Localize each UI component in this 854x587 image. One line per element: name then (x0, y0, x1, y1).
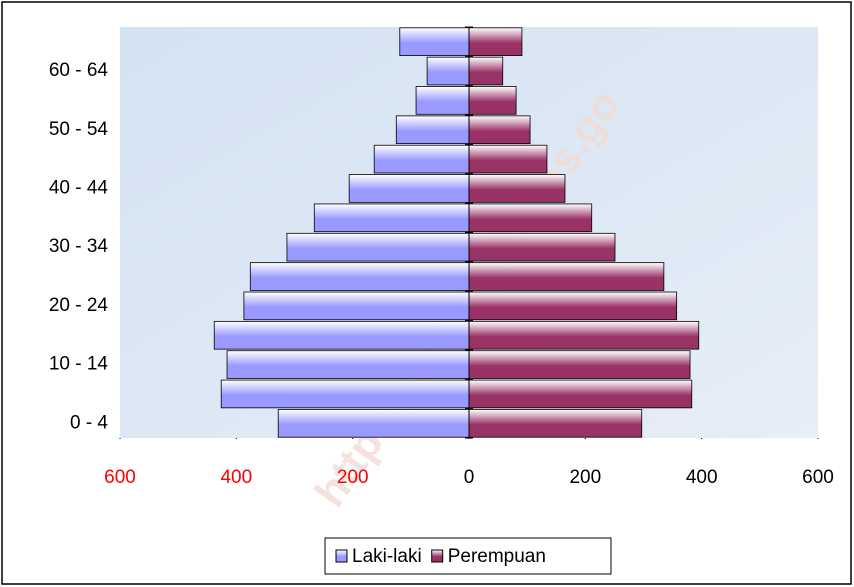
bar (348, 174, 470, 203)
bar (426, 56, 470, 86)
bar (468, 203, 593, 233)
legend-label: Laki-laki (352, 546, 422, 567)
y-tick-label: 0 - 4 (70, 412, 108, 433)
bar (468, 291, 678, 321)
y-tick-label: 10 - 14 (49, 354, 109, 375)
bar (399, 27, 470, 56)
legend-box (324, 537, 612, 575)
bar (468, 379, 693, 409)
bar (468, 350, 691, 379)
bar (468, 409, 643, 438)
bar (286, 232, 470, 262)
bar (373, 144, 470, 174)
y-tick-label: 20 - 24 (49, 295, 109, 316)
bar (277, 409, 470, 438)
bar (468, 144, 548, 174)
bar (313, 203, 470, 233)
legend-swatch (431, 549, 444, 563)
x-tick-label: 400 (686, 467, 718, 488)
bar (395, 115, 470, 145)
bar (468, 320, 700, 350)
y-tick-label: 50 - 54 (49, 119, 109, 140)
bar (213, 320, 470, 350)
y-tick-label: 40 - 44 (49, 177, 109, 198)
y-tick-label: 30 - 34 (49, 236, 109, 257)
legend-label: Perempuan (448, 546, 546, 567)
bar (468, 232, 616, 262)
x-tick-label: 0 (464, 467, 475, 488)
x-tick-label: 600 (104, 467, 136, 488)
legend-swatch (335, 549, 348, 563)
bar (468, 27, 523, 56)
bar (249, 262, 470, 291)
bar (468, 56, 504, 86)
bar (468, 174, 566, 203)
x-tick-label: 600 (802, 467, 834, 488)
bar (243, 291, 470, 321)
x-tick-label: 200 (337, 467, 369, 488)
bar (468, 86, 517, 115)
bar (220, 379, 470, 409)
bar (468, 262, 665, 291)
bar (415, 86, 470, 115)
x-tick-label: 400 (220, 467, 252, 488)
bar (226, 350, 470, 379)
bar (468, 115, 531, 145)
x-tick-label: 200 (569, 467, 601, 488)
y-tick-label: 60 - 64 (49, 60, 109, 81)
